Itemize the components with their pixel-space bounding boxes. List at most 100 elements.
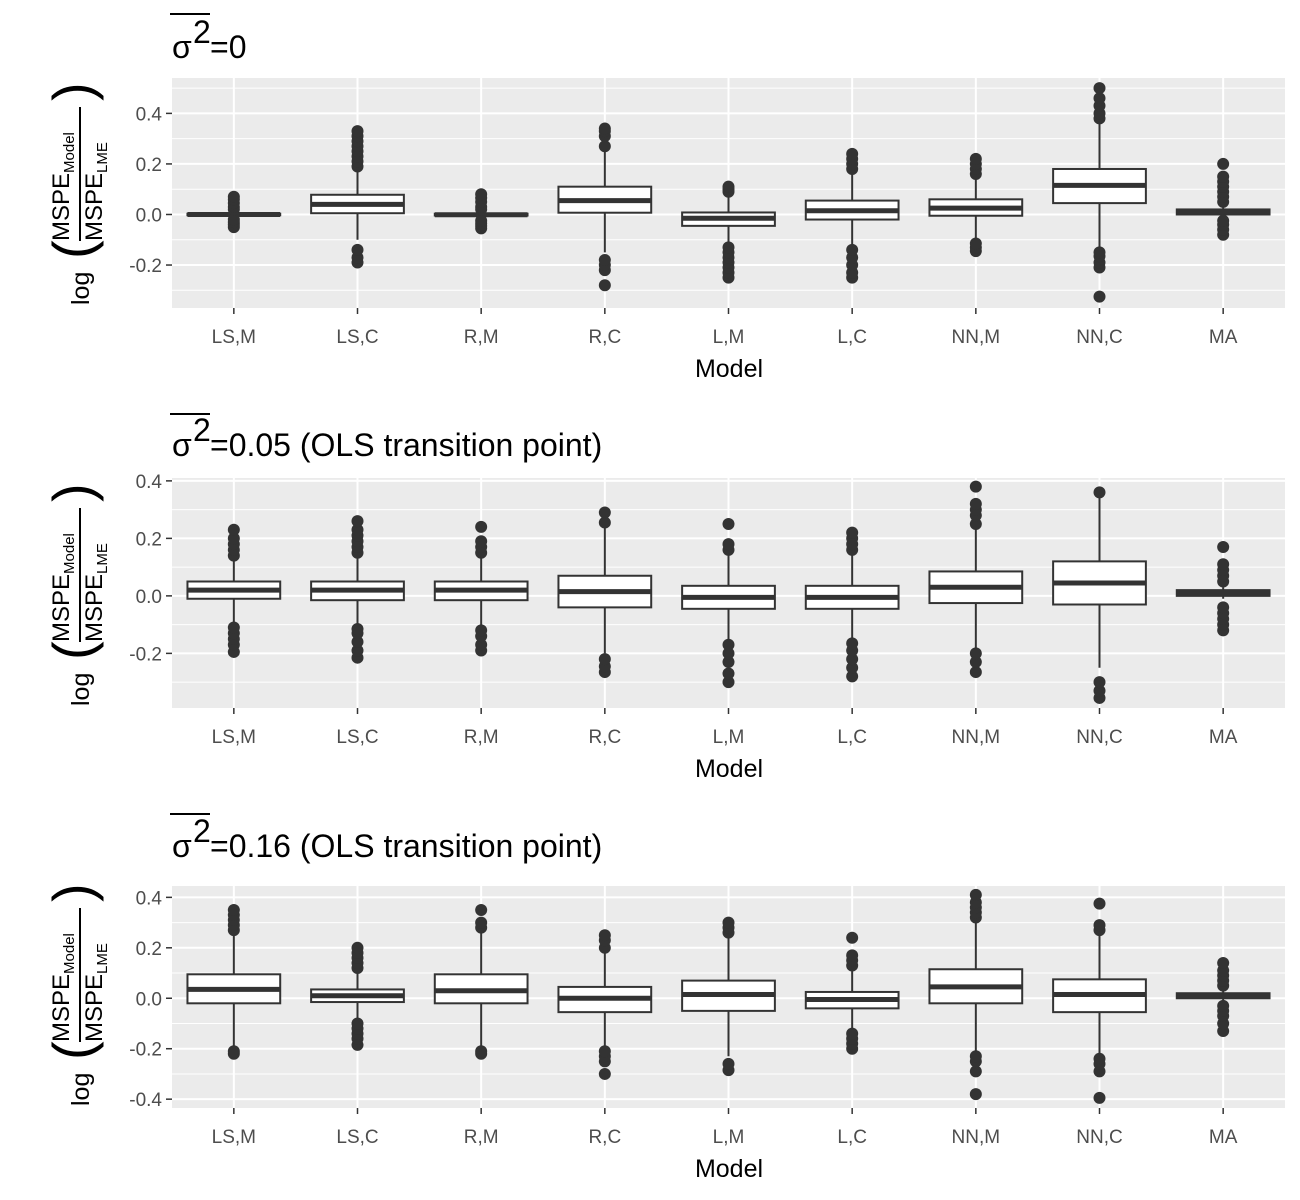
panel-1-plot-area: -0.2 0.0 0.2 0.4 LS,M LS,C R,M R,C L,M L,C NN,M NN,…	[129, 78, 1285, 348]
panel-1-outlier-point	[598, 140, 611, 153]
panel-2-x-tick-label: NN,C	[1076, 727, 1122, 748]
panel-1-outlier-point	[1093, 82, 1106, 95]
panel-1-box-l-c	[804, 147, 900, 284]
panel-3-outlier-point	[846, 949, 859, 962]
panel-2: σ 2 =0.05 (OLS transition point) log ( M…	[41, 412, 1285, 783]
panel-3-ylabel-numerator: MSPEModel	[48, 933, 78, 1042]
panel-3-outlier-point	[598, 1067, 611, 1080]
panel-3-xlabel: Model	[695, 1155, 763, 1183]
panel-1-outlier-point	[598, 253, 611, 266]
panel-3-outlier-point	[1217, 999, 1230, 1012]
panel-2-outlier-point	[722, 667, 735, 680]
panel-2-xlabel: Model	[695, 755, 763, 783]
panel-2-outlier-point	[475, 624, 488, 637]
panel-2-outlier-point	[722, 538, 735, 551]
panel-2-outlier-point	[475, 535, 488, 548]
panel-2-title-rest: =0.05 (OLS transition point)	[210, 427, 602, 463]
panel-3-outlier-point	[351, 1017, 364, 1030]
panel-2-x-tick-label: R,C	[588, 727, 621, 748]
panel-3-outlier-point	[475, 1045, 488, 1058]
panel-1-ylabel-denominator: MSPELME	[81, 142, 111, 241]
panel-3-title-rest: =0.16 (OLS transition point)	[210, 828, 602, 864]
panel-1-x-tick-label: R,C	[588, 327, 621, 348]
panel-1-y-tick-label: 0.4	[136, 104, 163, 125]
panel-1-box-ma	[1175, 157, 1271, 241]
panel-3-x-tick-label: L,C	[837, 1127, 867, 1148]
panel-2-outlier-point	[1093, 676, 1106, 689]
panel-2-outlier-point	[1093, 486, 1106, 499]
panel-3-y-tick-label: 0.4	[136, 888, 163, 909]
panel-3-outlier-point	[351, 941, 364, 954]
panel-2-box-ls-c	[310, 515, 405, 664]
panel-3-outlier-point	[598, 929, 611, 942]
panel-3-outlier-point	[1093, 1091, 1106, 1104]
panel-2-outlier-point	[598, 653, 611, 666]
panel-2-ylabel-denominator: MSPELME	[81, 543, 111, 642]
panel-3-x-tick-label: NN,C	[1076, 1127, 1122, 1148]
panel-1-outlier-point	[722, 180, 735, 193]
panel-3-box-r-c	[557, 929, 653, 1080]
panel-1-ylabel-numerator: MSPEModel	[48, 132, 78, 241]
panel-2-outlier-point	[846, 526, 859, 539]
panel-3-x-tick-label: L,M	[713, 1127, 745, 1148]
panel-3-x-tick-label: R,M	[464, 1127, 499, 1148]
panel-1-y-tick-label: 0.2	[136, 155, 162, 176]
panel-1-box-ls-c	[310, 125, 405, 269]
panel-3-outlier-point	[227, 1045, 240, 1058]
panel-3-outlier-point	[1093, 897, 1106, 910]
panel-3-box-l-c	[804, 931, 900, 1055]
panel-1-title-rest: =0	[210, 29, 246, 65]
panel-3-ylabel-paren-left: (	[41, 1041, 104, 1060]
panel-2-box-l-c	[804, 526, 900, 683]
panel-2-outlier-point	[722, 647, 735, 660]
panel-2-box-r-m	[433, 520, 529, 657]
panel-2-outlier-point	[1217, 541, 1230, 553]
panel-2-box-nn-c	[1052, 486, 1147, 704]
panel-1-ylabel-numerator-sub: Model	[61, 132, 78, 173]
panel-3-ylabel-numerator-sub: Model	[61, 933, 78, 974]
panel-3-outlier-point	[1093, 1052, 1106, 1065]
panel-2-outlier-point	[722, 676, 735, 689]
panel-3-ylabel-numerator-main: MSPE	[48, 974, 75, 1042]
panel-3-ylabel-denominator-main: MSPE	[81, 974, 108, 1042]
panel-1-x-tick-label: L,C	[837, 327, 867, 348]
panel-3-x-tick-label: NN,M	[952, 1127, 1001, 1148]
panel-2-x-tick-label: R,M	[464, 727, 499, 748]
panel-2-x-tick-label: LS,M	[212, 727, 256, 748]
panel-2-x-tick-label: LS,C	[336, 727, 378, 748]
panel-3-plot-area: -0.4 -0.2 0.0 0.2 0.4 LS,M LS,C R,M R,C L,M L,C NN,…	[129, 886, 1285, 1148]
panel-2-y-tick-label: 0.0	[136, 587, 162, 608]
panel-1-x-tick-label: R,M	[464, 327, 499, 348]
panel-3-outlier-point	[475, 903, 488, 916]
panel-2-outlier-point	[475, 520, 488, 533]
panel-3-y-tick-label: -0.2	[129, 1040, 162, 1061]
panel-3-ylabel: log ( MSPEModel MSPELME )	[41, 883, 111, 1106]
panel-3: σ 2 =0.16 (OLS transition point) log ( M…	[41, 813, 1285, 1183]
panel-2-ylabel-paren-left: (	[41, 641, 104, 660]
panel-3-box-nn-c	[1052, 897, 1147, 1104]
panel-1-ylabel-paren-left: (	[41, 240, 104, 259]
panel-3-x-tick-label: LS,M	[212, 1127, 256, 1148]
panel-1-box-r-m	[433, 188, 529, 235]
panel-1-ylabel-denominator-sub: LME	[94, 142, 111, 173]
panel-3-outlier-point	[969, 1088, 982, 1101]
panel-3-y-tick-label: 0.0	[136, 989, 162, 1010]
panel-3-box-ma	[1175, 956, 1271, 1038]
panel-3-ylabel-prefix: log	[67, 1073, 95, 1106]
panel-2-ylabel-denominator-sub: LME	[94, 543, 111, 574]
panel-3-outlier-point	[475, 916, 488, 929]
panel-1-title-superscript: 2	[193, 14, 211, 50]
panel-2-title: σ 2 =0.05 (OLS transition point)	[170, 412, 602, 463]
panel-2-ylabel-paren-right: )	[41, 483, 104, 502]
panel-2-y-tick-label: 0.2	[136, 529, 162, 550]
panel-2-ylabel-denominator-main: MSPE	[81, 574, 108, 642]
panel-1-y-tick-label: -0.2	[129, 256, 162, 277]
panel-2-ylabel-prefix: log	[67, 673, 95, 706]
panel-2-ylabel: log ( MSPEModel MSPELME )	[41, 483, 111, 706]
panel-3-x-tick-label: LS,C	[336, 1127, 378, 1148]
panel-3-ylabel-paren-right: )	[41, 883, 104, 902]
panel-2-y-tick-label: 0.4	[136, 472, 163, 493]
panel-3-outlier-point	[722, 916, 735, 929]
panel-2-box-r-c	[557, 506, 653, 679]
